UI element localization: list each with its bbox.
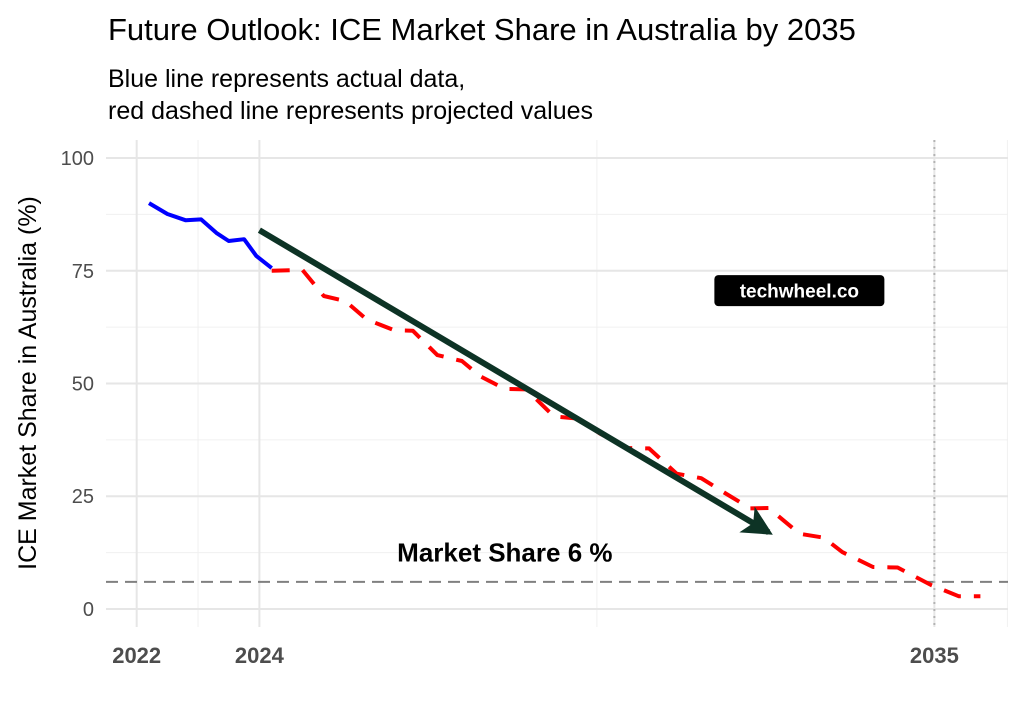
series-line-projected [271,267,981,599]
chart-title: Future Outlook: ICE Market Share in Aust… [108,12,856,47]
trend-arrow [257,227,773,535]
market-share-annotation: Market Share 6 % [397,538,612,568]
reference-lines [106,140,1008,627]
watermark-text: techwheel.co [740,282,859,303]
x-tick-label: 2024 [235,643,285,668]
y-tick-label: 75 [72,261,94,283]
series-layer [147,201,981,599]
x-tick-label: 2022 [112,643,161,668]
x-tick-label: 2035 [910,643,959,668]
subtitle-line-1: Blue line represents actual data, [108,65,466,93]
y-axis-ticks: 0 25 50 75 100 [61,148,94,621]
chart-subtitle: Blue line represents actual data, red da… [108,63,593,127]
y-tick-label: 50 [72,374,94,396]
y-tick-label: 100 [61,148,94,170]
subtitle-line-2: red dashed line represents projected val… [108,97,594,125]
y-axis-label: ICE Market Share in Australia (%) [14,196,42,570]
watermark-badge: techwheel.co [714,275,885,307]
trend-arrow-layer [257,227,773,535]
y-tick-label: 25 [72,486,94,508]
y-tick-label: 0 [83,599,94,621]
major-gridlines [106,140,1008,627]
series-line-actual [147,201,273,270]
x-axis-ticks: 2022 2024 2035 [112,643,959,668]
